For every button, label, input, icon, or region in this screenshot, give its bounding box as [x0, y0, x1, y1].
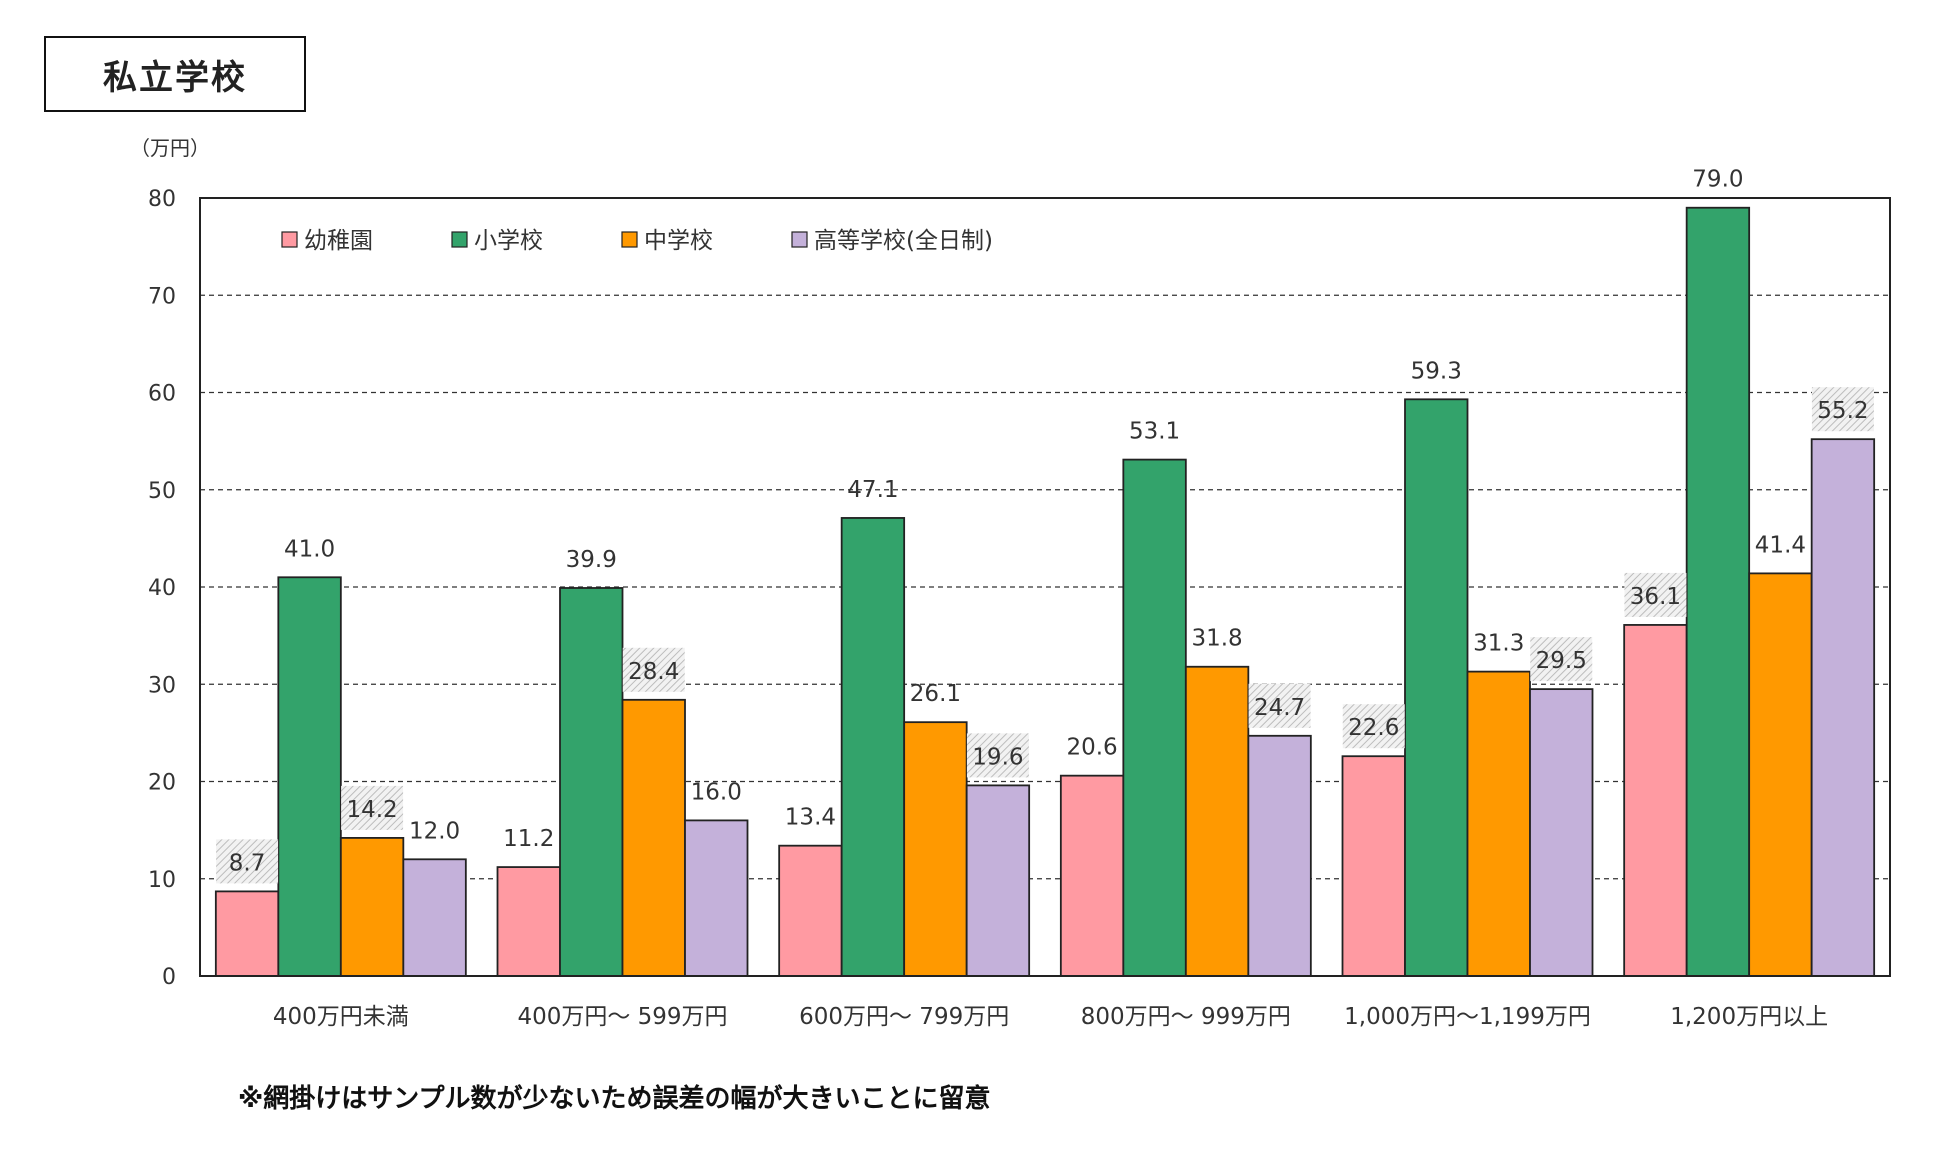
bar	[1623, 624, 1688, 977]
y-tick-label: 20	[148, 771, 176, 796]
legend-label: 中学校	[644, 228, 713, 254]
data-label: 41.4	[1755, 532, 1806, 558]
x-category-label: 1,000万円～1,199万円	[1344, 1004, 1591, 1030]
data-label: 22.6	[1348, 715, 1399, 741]
data-label: 11.2	[503, 826, 554, 852]
data-label: 13.4	[785, 805, 836, 831]
bar	[684, 819, 749, 977]
data-label: 39.9	[566, 547, 617, 573]
bar	[1122, 458, 1187, 977]
data-label: 47.1	[847, 477, 898, 503]
footnote: ※網掛けはサンプル数が少ないため誤差の幅が大きいことに留意	[238, 1084, 991, 1114]
bar	[214, 890, 280, 977]
bar	[778, 844, 843, 977]
data-label-hatch	[1811, 387, 1874, 432]
bar	[1466, 670, 1531, 977]
data-label-hatch	[966, 733, 1029, 778]
bar	[903, 721, 968, 977]
data-label-hatch	[1530, 637, 1593, 682]
bar	[1341, 755, 1406, 977]
data-label: 12.0	[409, 818, 460, 844]
data-label: 59.3	[1411, 358, 1462, 384]
data-label-hatch	[216, 839, 279, 884]
data-label: 29.5	[1536, 648, 1587, 674]
bar	[1685, 206, 1751, 977]
bar	[840, 517, 906, 977]
bar	[1748, 572, 1813, 977]
data-label: 53.1	[1129, 419, 1180, 445]
y-tick-label: 40	[148, 576, 176, 601]
x-category-label: 800万円～ 999万円	[1081, 1004, 1291, 1030]
y-tick-label: 70	[148, 284, 176, 309]
bar	[559, 587, 624, 977]
chart-title-box: 私立学校	[44, 36, 306, 112]
data-label: 16.0	[691, 779, 742, 805]
data-label-hatch	[1342, 704, 1405, 749]
bar	[1247, 734, 1312, 977]
bar	[1810, 438, 1876, 977]
x-category-label: 400万円未満	[273, 1004, 409, 1030]
data-label: 20.6	[1066, 735, 1117, 761]
data-label: 19.6	[972, 744, 1023, 770]
data-label: 55.2	[1817, 398, 1868, 424]
x-category-label: 600万円～ 799万円	[799, 1004, 1009, 1030]
x-category-label: 400万円～ 599万円	[517, 1004, 727, 1030]
bar	[1059, 774, 1125, 977]
data-label-hatch	[1248, 683, 1311, 728]
data-label-hatch	[1624, 572, 1687, 617]
data-label-hatch	[622, 647, 685, 692]
data-label: 41.0	[284, 536, 335, 562]
data-label: 36.1	[1630, 584, 1681, 610]
data-label: 26.1	[910, 681, 961, 707]
bar	[1404, 398, 1469, 977]
data-label: 14.2	[346, 797, 397, 823]
y-tick-label: 0	[162, 965, 176, 990]
legend-label: 高等学校(全日制)	[814, 228, 993, 254]
y-tick-label: 50	[148, 479, 176, 504]
data-label: 24.7	[1254, 695, 1305, 721]
plot-frame	[199, 197, 1891, 977]
bar	[1529, 688, 1594, 977]
legend-swatch	[281, 231, 298, 248]
y-unit-label: （万円）	[130, 136, 210, 160]
x-category-label: 1,200万円以上	[1670, 1004, 1828, 1030]
legend-swatch	[621, 231, 638, 248]
legend-label: 小学校	[474, 228, 543, 254]
bar	[496, 866, 561, 977]
y-tick-label: 30	[148, 673, 176, 698]
data-label: 8.7	[229, 850, 266, 876]
data-label: 31.3	[1473, 631, 1524, 657]
data-label: 79.0	[1692, 167, 1743, 193]
bar	[402, 858, 467, 977]
bar	[277, 576, 342, 977]
bar	[1184, 665, 1250, 977]
data-label-hatch	[341, 785, 404, 830]
bar	[621, 698, 686, 977]
y-tick-label: 10	[148, 868, 176, 893]
legend-label: 幼稚園	[304, 228, 373, 254]
legend-swatch	[791, 231, 808, 248]
legend-swatch	[451, 231, 468, 248]
bar	[965, 784, 1031, 977]
y-tick-label: 60	[148, 382, 176, 407]
data-label: 28.4	[628, 659, 679, 685]
y-tick-label: 80	[148, 187, 176, 212]
bar	[339, 837, 405, 977]
data-label: 31.8	[1191, 626, 1242, 652]
